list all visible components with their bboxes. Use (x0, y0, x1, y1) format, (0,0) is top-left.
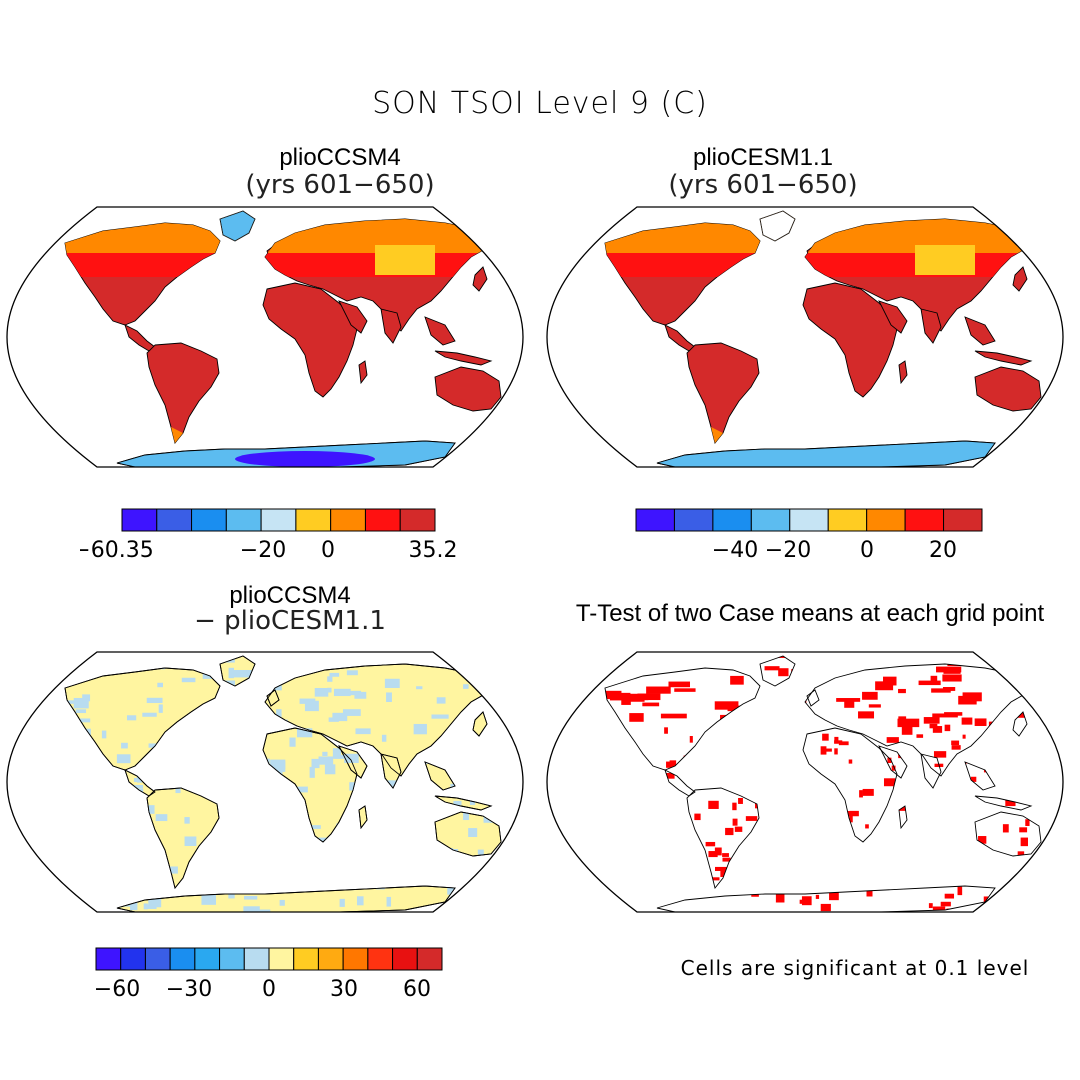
map-panel-1 (6, 206, 524, 468)
panel3-title: plioCCSM4 (229, 582, 351, 609)
panel2-subtitle: (yrs 601−650) (668, 170, 858, 200)
colorbar-swatch (121, 508, 158, 532)
africa-region (262, 282, 358, 398)
australia-region (974, 366, 1042, 412)
colorbar-swatch (293, 947, 319, 971)
colorbar-swatch (194, 947, 221, 971)
colorbar-swatch (789, 508, 829, 532)
colorbar-swatch (120, 947, 146, 971)
colorbar-tick-label: 30 (330, 977, 358, 1002)
significance-footnote: Cells are significant at 0.1 level (680, 956, 1030, 980)
colorbar-swatch (268, 947, 295, 971)
colorbar-panel2: −40 −20 0 20 (635, 508, 983, 563)
colorbar-swatch (750, 508, 791, 532)
panel2-title: plioCESM1.1 (692, 144, 834, 171)
colorbar-swatch (712, 508, 752, 532)
map-panel-3 (6, 651, 524, 913)
colorbar-tick-label: −60 (94, 977, 140, 1002)
colorbar-swatch (225, 508, 262, 532)
arabia-region (338, 300, 368, 334)
colorbar-tick-label: 0 (262, 977, 276, 1002)
seAsia-region (424, 316, 456, 346)
colorbar-swatch (673, 508, 714, 532)
colorbar-swatch (866, 508, 906, 532)
panel1-subtitle: (yrs 601−650) (245, 170, 435, 200)
colorbar-tick-label: 0 (321, 538, 335, 563)
australia-region (434, 366, 502, 412)
antarctic-core (775, 451, 915, 467)
panel3-subtitle: − plioCESM1.1 (194, 606, 386, 636)
colorbar-swatch (904, 508, 945, 532)
indonesia-region (974, 350, 1033, 366)
colorbar-tick-label: 0 (860, 538, 874, 563)
japan-region (1012, 266, 1028, 292)
seAsia-region (964, 316, 996, 346)
colorbar-tick-label: −60.35 (80, 538, 154, 563)
india-region (920, 308, 942, 344)
colorbar-swatch (635, 508, 675, 532)
colorbar-swatch (243, 947, 270, 971)
southAmerica-region (146, 342, 220, 444)
map-panel-2 (546, 206, 1064, 468)
panel1-title: plioCCSM4 (279, 144, 401, 171)
colorbar-swatch (295, 508, 332, 532)
southAmerica-region (686, 342, 760, 444)
colorbar-swatch (95, 947, 122, 971)
colorbar-tick-label: −40 (712, 538, 758, 563)
colorbar-swatch (260, 508, 297, 532)
india-region (380, 308, 402, 344)
map-frame (6, 206, 524, 468)
colorbar-swatch (827, 508, 868, 532)
colorbar-swatch (317, 947, 344, 971)
colorbar-tick-label: 35.2 (409, 538, 458, 563)
arabia-region (878, 300, 908, 334)
colorbar-swatch (330, 508, 366, 532)
colorbar-swatch (219, 947, 245, 971)
map-frame (546, 206, 1064, 468)
indonesia-region (434, 350, 493, 366)
madagascar-region (898, 360, 908, 385)
japan-region (472, 266, 488, 292)
colorbar-swatch (399, 508, 436, 532)
africa-region (802, 282, 898, 398)
map-frame (6, 651, 524, 913)
tibetan-plateau-patch (915, 245, 975, 275)
colorbar-tick-label: 20 (929, 538, 957, 563)
colorbar-tick-label: −20 (240, 538, 286, 563)
colorbar-swatch (342, 947, 369, 971)
figure-title: SON TSOI Level 9 (C) (372, 86, 708, 121)
tibetan-plateau-patch (375, 245, 435, 275)
colorbar-swatch (367, 947, 394, 971)
colorbar-tick-label: −30 (166, 977, 212, 1002)
colorbar-panel3: −60 −30 0 30 60 (94, 947, 443, 1002)
colorbar-swatch (191, 508, 227, 532)
panel4-title: T-Test of two Case means at each grid po… (575, 600, 1045, 627)
colorbar-panel1: −60.35 −20 0 35.2 (80, 508, 458, 563)
colorbar-swatch (416, 947, 443, 971)
colorbar-swatch (943, 508, 983, 532)
map-frame (546, 651, 1064, 913)
antarctic-core (235, 451, 375, 467)
colorbar-tick-label: 60 (403, 977, 431, 1002)
colorbar-swatch (144, 947, 171, 971)
colorbar-swatch (392, 947, 418, 971)
colorbar-tick-label: −20 (765, 538, 811, 563)
map-panel-4 (546, 651, 1064, 913)
colorbar-swatch (364, 508, 401, 532)
colorbar-swatch (156, 508, 193, 532)
madagascar-region (358, 360, 368, 385)
colorbar-swatch (169, 947, 196, 971)
